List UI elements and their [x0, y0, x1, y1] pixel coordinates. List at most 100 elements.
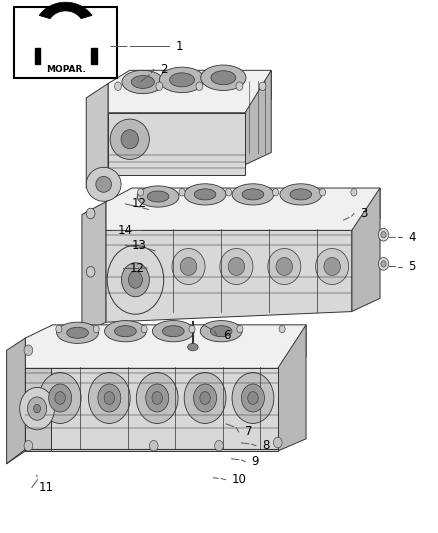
Ellipse shape	[96, 176, 112, 192]
Circle shape	[189, 325, 195, 333]
Ellipse shape	[194, 189, 216, 200]
Ellipse shape	[232, 373, 274, 423]
Polygon shape	[35, 48, 40, 63]
Polygon shape	[278, 325, 306, 451]
Polygon shape	[58, 32, 74, 63]
Polygon shape	[25, 368, 51, 451]
Ellipse shape	[88, 373, 130, 423]
Ellipse shape	[210, 326, 232, 337]
Ellipse shape	[147, 191, 169, 202]
Circle shape	[273, 437, 282, 448]
Ellipse shape	[67, 327, 88, 338]
Ellipse shape	[180, 257, 197, 276]
Polygon shape	[352, 188, 380, 312]
Text: 2: 2	[160, 63, 168, 76]
Polygon shape	[108, 113, 245, 175]
Text: 10: 10	[232, 473, 247, 486]
Ellipse shape	[49, 384, 72, 412]
Polygon shape	[91, 48, 96, 63]
Ellipse shape	[115, 326, 136, 337]
Text: 6: 6	[223, 329, 231, 342]
Text: 9: 9	[252, 455, 259, 468]
Ellipse shape	[242, 189, 264, 200]
Circle shape	[236, 82, 243, 91]
Ellipse shape	[184, 373, 226, 423]
Text: 14: 14	[118, 224, 133, 237]
Polygon shape	[82, 202, 106, 334]
Ellipse shape	[248, 392, 258, 405]
Circle shape	[259, 82, 266, 91]
Polygon shape	[39, 2, 92, 19]
Circle shape	[179, 189, 185, 196]
Text: 12: 12	[130, 262, 145, 274]
Circle shape	[86, 266, 95, 277]
Ellipse shape	[146, 384, 169, 412]
Circle shape	[121, 263, 149, 297]
Ellipse shape	[131, 76, 154, 88]
Polygon shape	[245, 70, 271, 165]
Circle shape	[141, 325, 147, 333]
Text: 7: 7	[245, 425, 253, 439]
Ellipse shape	[136, 373, 178, 423]
Text: 13: 13	[132, 239, 147, 252]
Ellipse shape	[170, 73, 194, 87]
Ellipse shape	[211, 71, 236, 85]
Polygon shape	[7, 338, 25, 464]
Circle shape	[149, 440, 158, 451]
Circle shape	[381, 261, 386, 267]
Polygon shape	[25, 368, 278, 451]
Circle shape	[24, 440, 33, 451]
Text: 8: 8	[262, 439, 270, 452]
Circle shape	[196, 82, 203, 91]
Ellipse shape	[86, 167, 121, 201]
Polygon shape	[106, 188, 380, 230]
Circle shape	[56, 325, 62, 333]
Circle shape	[272, 189, 279, 196]
Ellipse shape	[110, 119, 149, 159]
Circle shape	[279, 325, 285, 333]
Ellipse shape	[290, 189, 312, 200]
Circle shape	[237, 325, 243, 333]
Ellipse shape	[105, 320, 146, 342]
FancyBboxPatch shape	[14, 7, 117, 78]
Circle shape	[378, 228, 389, 241]
Text: 12: 12	[132, 197, 147, 211]
Ellipse shape	[220, 248, 253, 285]
Ellipse shape	[55, 392, 65, 405]
Ellipse shape	[201, 65, 246, 91]
Ellipse shape	[137, 186, 179, 207]
Circle shape	[156, 82, 163, 91]
Circle shape	[226, 189, 232, 196]
Text: 1: 1	[176, 40, 183, 53]
Ellipse shape	[152, 392, 162, 405]
Text: 4: 4	[408, 231, 416, 244]
Circle shape	[20, 387, 54, 430]
Ellipse shape	[121, 130, 138, 149]
Circle shape	[138, 189, 144, 196]
Ellipse shape	[39, 373, 81, 423]
Text: 5: 5	[408, 260, 416, 273]
Text: 11: 11	[39, 481, 53, 494]
Ellipse shape	[276, 257, 293, 276]
Ellipse shape	[241, 384, 265, 412]
Ellipse shape	[104, 392, 115, 405]
Text: MOPAR.: MOPAR.	[46, 65, 85, 74]
Ellipse shape	[187, 343, 198, 351]
Text: 3: 3	[360, 207, 368, 220]
Ellipse shape	[98, 384, 121, 412]
Ellipse shape	[316, 248, 349, 285]
Ellipse shape	[162, 326, 184, 337]
Ellipse shape	[200, 392, 210, 405]
Circle shape	[215, 440, 223, 451]
Polygon shape	[106, 230, 352, 322]
Polygon shape	[108, 70, 271, 113]
Ellipse shape	[200, 320, 242, 342]
Ellipse shape	[232, 184, 274, 205]
Ellipse shape	[159, 67, 205, 93]
Ellipse shape	[172, 248, 205, 285]
Circle shape	[24, 345, 33, 356]
Ellipse shape	[122, 70, 164, 94]
Ellipse shape	[268, 248, 301, 285]
Ellipse shape	[184, 184, 226, 205]
Ellipse shape	[228, 257, 245, 276]
